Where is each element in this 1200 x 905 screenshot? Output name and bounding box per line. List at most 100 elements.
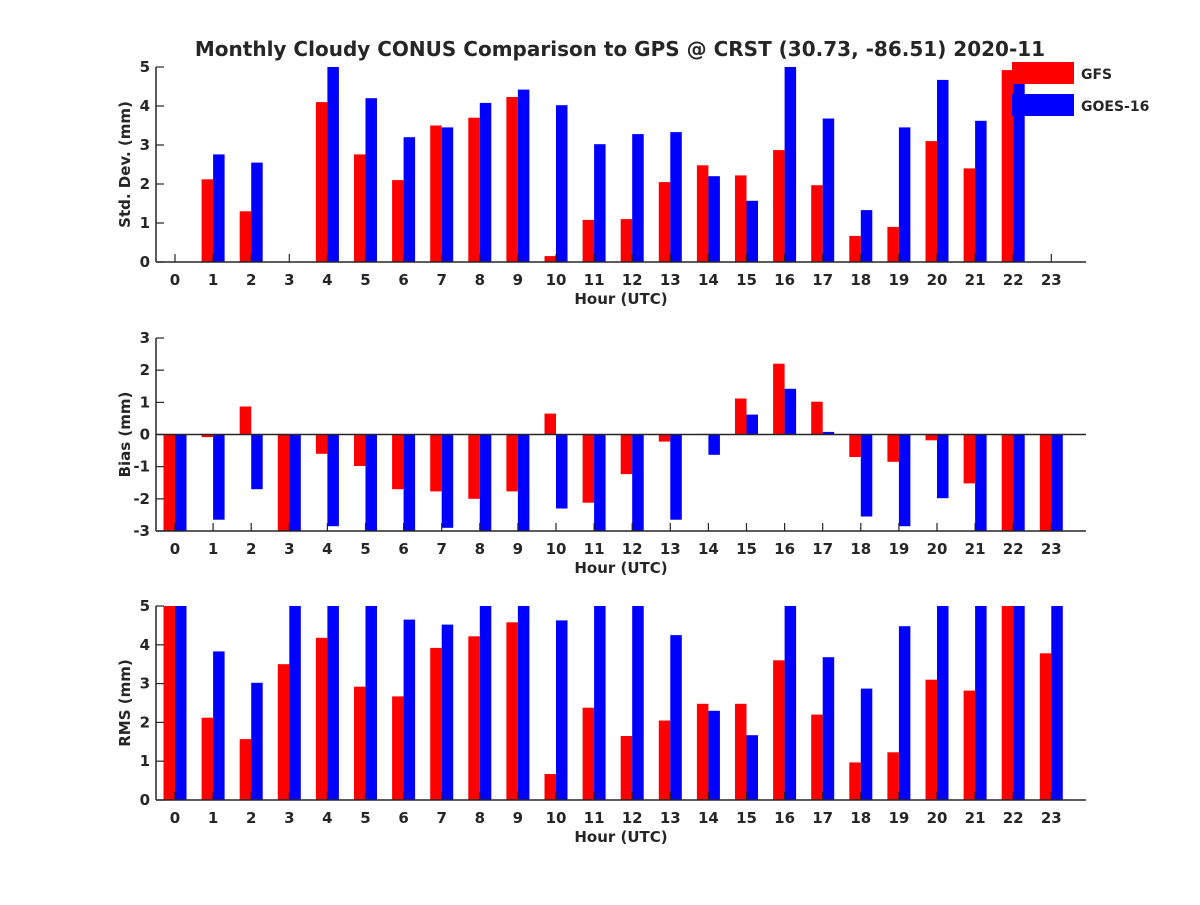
bar-gfs-hour-7	[430, 125, 442, 262]
bar-goes-16-hour-21	[975, 120, 987, 262]
x-tick-label: 15	[736, 271, 757, 289]
x-tick-label: 17	[812, 271, 833, 289]
y-tick-label: 2	[140, 713, 150, 731]
x-tick-label: 0	[170, 271, 180, 289]
bar-goes-16-hour-21	[975, 434, 987, 531]
legend-label-goes-16: GOES-16	[1081, 99, 1149, 115]
bar-gfs-hour-2	[239, 739, 252, 800]
bar-goes-16-hour-11	[594, 434, 606, 531]
bar-gfs-hour-16	[773, 150, 785, 262]
bar-gfs-hour-18	[849, 434, 861, 457]
bar-goes-16-hour-15	[746, 735, 758, 800]
bar-gfs-hour-21	[963, 168, 976, 262]
x-tick-label: 8	[475, 271, 485, 289]
y-tick-label: 3	[140, 675, 150, 693]
bar-goes-16-hour-7	[441, 624, 454, 800]
x-tick-label: 15	[736, 809, 757, 827]
x-tick-label: 4	[322, 271, 332, 289]
x-tick-label: 19	[888, 809, 909, 827]
bar-gfs-hour-7	[430, 647, 442, 800]
bar-goes-16-hour-1	[213, 651, 225, 800]
x-tick-label: 21	[965, 271, 986, 289]
bar-gfs-hour-17	[811, 185, 823, 262]
bar-gfs-hour-5	[354, 434, 366, 466]
x-tick-label: 1	[208, 271, 218, 289]
bar-gfs-hour-13	[658, 434, 671, 442]
bar-goes-16-hour-6	[403, 434, 416, 531]
x-tick-label: 14	[698, 809, 719, 827]
bar-goes-16-hour-19	[898, 626, 911, 800]
bar-gfs-hour-22	[1001, 606, 1014, 800]
x-tick-label: 23	[1041, 540, 1062, 558]
x-tick-label: 17	[812, 809, 833, 827]
x-tick-label: 20	[927, 809, 948, 827]
bar-goes-16-hour-2	[251, 162, 263, 262]
bar-gfs-hour-9	[506, 622, 518, 800]
bar-gfs-hour-14	[696, 165, 709, 262]
bar-gfs-hour-20	[925, 141, 937, 262]
bar-goes-16-hour-7	[441, 127, 454, 263]
bar-goes-16-hour-13	[670, 635, 682, 800]
x-tick-label: 21	[965, 809, 986, 827]
x-tick-label: 4	[322, 540, 332, 558]
bar-goes-16-hour-18	[860, 434, 873, 517]
bar-goes-16-hour-4	[327, 606, 339, 800]
x-tick-label: 8	[475, 809, 485, 827]
bar-goes-16-hour-8	[479, 434, 492, 531]
bar-gfs-hour-21	[963, 690, 976, 800]
y-tick-label: 0	[140, 791, 150, 809]
bar-gfs-hour-7	[430, 434, 442, 492]
bar-goes-16-hour-13	[670, 434, 682, 520]
bar-gfs-hour-22	[1001, 70, 1014, 262]
x-tick-label: 19	[888, 271, 909, 289]
bar-gfs-hour-10	[544, 774, 556, 800]
x-axis-label: Hour (UTC)	[574, 828, 667, 846]
bar-gfs-hour-11	[582, 219, 595, 262]
y-tick-label: 2	[140, 361, 150, 379]
bar-goes-16-hour-12	[632, 434, 644, 531]
bar-goes-16-hour-22	[1013, 434, 1025, 531]
legend-label-gfs: GFS	[1081, 67, 1112, 83]
x-tick-label: 22	[1003, 540, 1024, 558]
y-tick-label: 1	[140, 214, 150, 232]
y-tick-label: 3	[140, 329, 150, 347]
bar-gfs-hour-16	[773, 660, 785, 800]
bar-goes-16-hour-20	[937, 79, 949, 263]
bar-goes-16-hour-7	[441, 434, 454, 528]
bar-gfs-hour-22	[1001, 434, 1014, 531]
x-tick-label: 11	[584, 809, 605, 827]
y-tick-label: -3	[133, 522, 150, 540]
bar-goes-16-hour-6	[403, 137, 416, 262]
bar-goes-16-hour-2	[251, 682, 263, 800]
bar-goes-16-hour-19	[898, 127, 911, 263]
bar-gfs-hour-6	[392, 180, 404, 262]
bar-gfs-hour-17	[811, 401, 823, 435]
bar-goes-16-hour-5	[365, 606, 377, 800]
bar-gfs-hour-8	[468, 636, 480, 800]
bar-goes-16-hour-22	[1013, 68, 1025, 263]
bar-goes-16-hour-20	[937, 434, 949, 499]
x-tick-label: 13	[660, 540, 681, 558]
bar-gfs-hour-10	[544, 256, 556, 262]
bar-goes-16-hour-0	[175, 434, 187, 531]
bar-goes-16-hour-10	[556, 105, 568, 262]
y-tick-label: 0	[140, 253, 150, 271]
y-axis-label: Bias (mm)	[116, 392, 134, 478]
x-tick-label: 23	[1041, 809, 1062, 827]
bar-goes-16-hour-1	[213, 154, 225, 262]
bar-gfs-hour-15	[735, 175, 747, 262]
bar-goes-16-hour-6	[403, 619, 416, 800]
bar-goes-16-hour-4	[327, 67, 339, 262]
bar-goes-16-hour-5	[365, 434, 377, 531]
x-tick-label: 20	[927, 271, 948, 289]
bar-gfs-hour-16	[773, 363, 785, 435]
bar-gfs-hour-23	[1039, 653, 1052, 800]
bar-gfs-hour-4	[315, 637, 328, 800]
bar-gfs-hour-4	[315, 434, 328, 454]
y-tick-label: 1	[140, 752, 150, 770]
x-tick-label: 6	[398, 540, 408, 558]
bar-goes-16-hour-8	[479, 606, 492, 800]
x-tick-label: 9	[513, 809, 523, 827]
